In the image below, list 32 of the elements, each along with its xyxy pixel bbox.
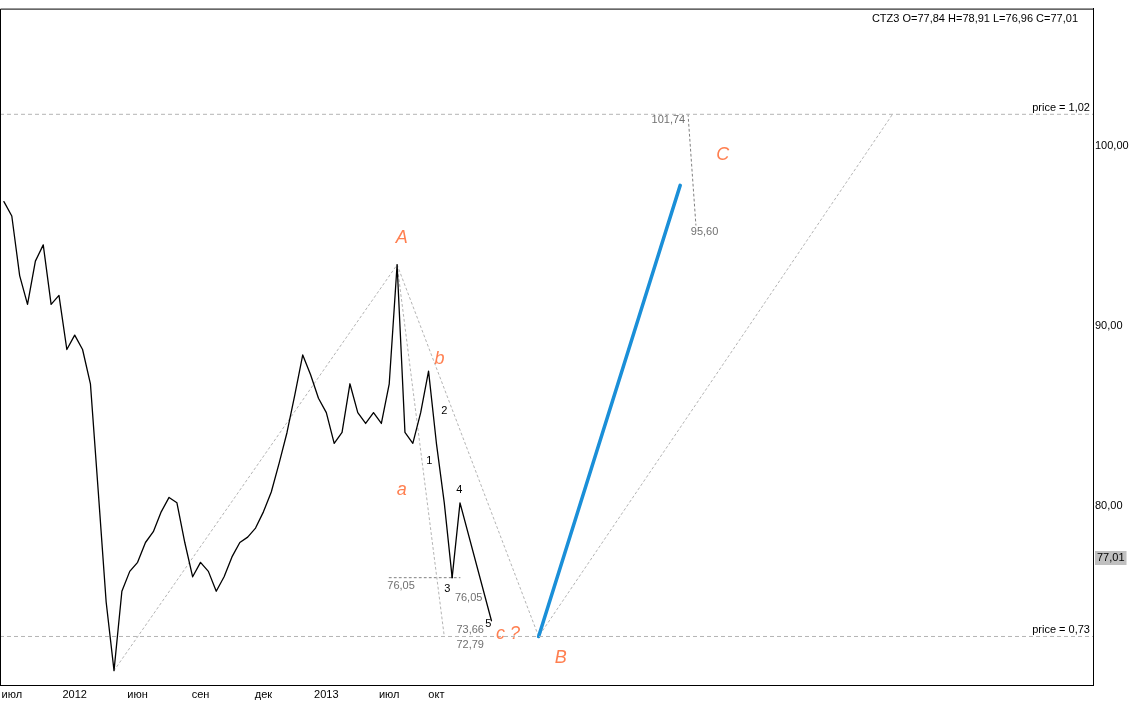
annotation: C [716,143,731,164]
y-tick-label: 80,00 [1095,499,1123,512]
annotation: 1 [426,454,433,467]
x-tick-label: окт [428,687,445,700]
x-tick-label: июл [1,687,23,700]
y-tick-label: 90,00 [1095,319,1123,332]
chart-title: CTZ3 O=77,84 H=78,91 L=76,96 C=77,01 [871,12,1078,25]
annotation: 4 [456,483,463,496]
annotation: 73,66 [456,623,484,636]
annotation: price = 0,73 [1032,623,1090,636]
annotation: price = 1,02 [1032,100,1090,113]
x-tick-label: сен [191,687,210,700]
x-tick-label: 2013 [314,687,339,700]
annotation: 3 [444,581,451,594]
annotation: a [396,479,407,500]
x-tick-label: июл [378,687,400,700]
x-tick-label: июн [127,687,148,700]
annotation: c ? [495,623,520,644]
x-tick-label: дек [254,687,273,700]
annotation: 76,05 [387,578,415,591]
annotation: 101,74 [651,113,686,126]
annotation: 95,60 [690,225,719,238]
y-tick-label: 100,00 [1095,138,1129,151]
annotation: 76,05 [454,591,483,604]
annotation: B [554,646,567,667]
annotation: 2 [441,403,448,416]
annotation: b [434,347,445,368]
annotation: A [394,226,408,247]
annotation: 72,79 [456,638,484,651]
x-tick-label: 2012 [62,687,87,700]
annotation: 5 [485,616,492,629]
text: 77,01 [1097,551,1125,564]
